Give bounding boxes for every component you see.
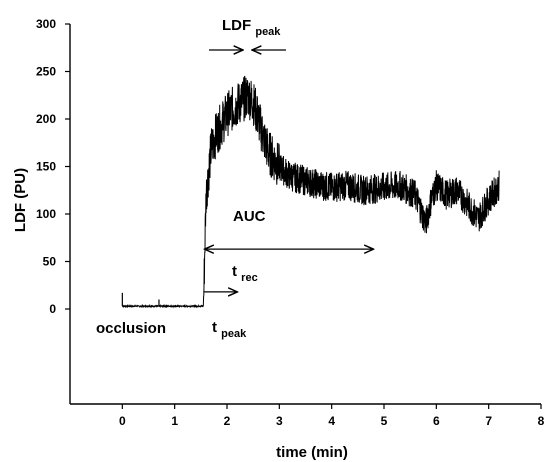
- t-peak-main: t: [212, 319, 217, 336]
- y-tick-label: 250: [36, 65, 56, 79]
- x-axis-title: time (min): [276, 444, 348, 461]
- y-tick-label: 100: [36, 207, 56, 221]
- x-tick-label: 1: [171, 414, 178, 428]
- t-rec-main: t: [232, 263, 237, 280]
- annotations: [121, 50, 373, 307]
- x-tick-label: 2: [224, 414, 231, 428]
- y-tick-label: 150: [36, 160, 56, 174]
- axes: [65, 23, 542, 409]
- ldf-peak-label: LDF peak: [222, 17, 281, 38]
- t-rec-sub: rec: [241, 272, 258, 284]
- y-tick-label: 300: [36, 17, 56, 31]
- y-tick-label: 200: [36, 112, 56, 126]
- y-tick-label: 0: [49, 302, 56, 316]
- x-tick-label: 3: [276, 414, 283, 428]
- y-tick-label: 50: [43, 255, 57, 269]
- x-tick-label: 7: [485, 414, 492, 428]
- t-peak-sub: peak: [221, 328, 247, 340]
- occlusion-label: occlusion: [96, 320, 166, 337]
- x-tick-label: 6: [433, 414, 440, 428]
- tick-labels: 0 50 100 150 200 250 300 0 1 2 3 4 5 6 7 8: [36, 17, 545, 428]
- x-tick-label: 5: [381, 414, 388, 428]
- t-rec-label: t rec: [232, 263, 258, 284]
- y-axis-title: LDF (PU): [12, 168, 29, 232]
- x-tick-label: 0: [119, 414, 126, 428]
- t-peak-label: t peak: [212, 319, 247, 340]
- x-tick-label: 4: [328, 414, 335, 428]
- signal-layer: [122, 75, 500, 309]
- x-tick-label: 8: [538, 414, 545, 428]
- auc-label: AUC: [233, 208, 266, 225]
- ldf-peak-main: LDF: [222, 17, 251, 34]
- ldf-peak-sub: peak: [255, 26, 281, 38]
- ldf-signal-line: [122, 75, 500, 309]
